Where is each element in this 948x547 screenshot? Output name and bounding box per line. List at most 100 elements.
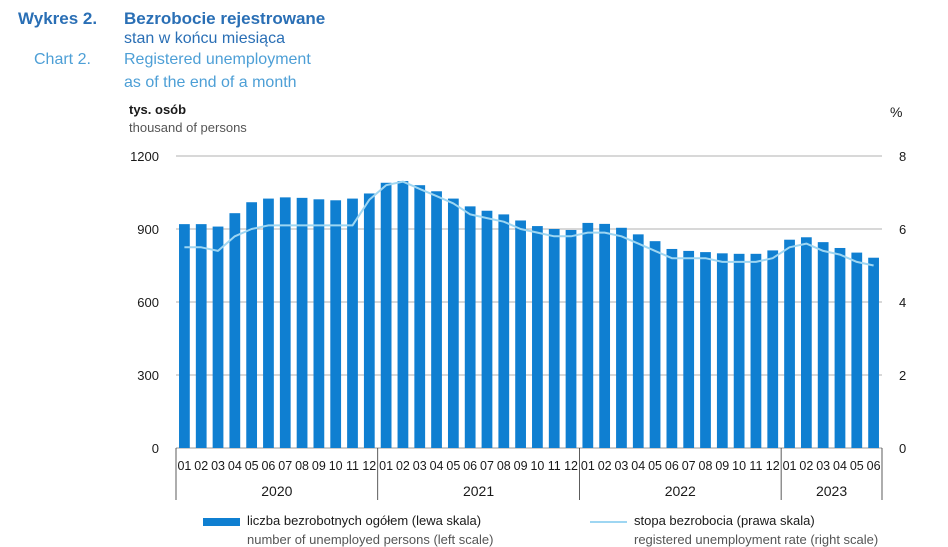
y-right-tick-label: 2 (899, 368, 906, 383)
bar (532, 226, 543, 448)
y-left-tick-label: 600 (137, 295, 159, 310)
bar (363, 193, 375, 448)
bar (851, 252, 863, 448)
x-month-tick-label: 06 (665, 459, 679, 473)
y-right-tick-label: 6 (899, 222, 906, 237)
bar (784, 239, 795, 448)
y-left-unit-en: thousand of persons (129, 120, 247, 135)
chart-number-pl: Wykres 2. (18, 9, 98, 28)
legend-bar-label-en: number of unemployed persons (left scale… (247, 532, 494, 547)
y-right-tick-label: 8 (899, 149, 906, 164)
chart-title-en: Registered unemployment (124, 51, 311, 68)
bar (279, 197, 291, 448)
bar (464, 206, 476, 448)
legend-line-label-en: registered unemployment rate (right scal… (634, 532, 879, 547)
x-month-tick-label: 08 (699, 459, 713, 473)
legend-line-entry: stopa bezrobocia (prawa skala) registere… (634, 513, 878, 547)
bar (817, 242, 829, 448)
x-month-tick-label: 01 (379, 459, 393, 473)
x-month-tick-label: 12 (362, 459, 376, 473)
y-left-tick-label: 1200 (130, 149, 159, 164)
y-right-tick-label: 4 (899, 295, 906, 310)
chart-number-en: Chart 2. (34, 51, 91, 68)
bar (548, 229, 560, 448)
y-right-tick-label: 0 (899, 441, 906, 456)
x-month-tick-label: 05 (446, 459, 460, 473)
chart-subtitle-en: as of the end of a month (124, 74, 297, 91)
bar (834, 247, 846, 448)
x-month-tick-label: 06 (261, 459, 275, 473)
bar (683, 250, 695, 448)
bar (246, 202, 258, 448)
x-month-tick-label: 03 (211, 459, 225, 473)
x-month-tick-label: 04 (833, 459, 847, 473)
bar (313, 199, 325, 448)
line-series (184, 180, 874, 267)
bar (296, 197, 308, 448)
bar (380, 182, 392, 448)
x-month-tick-label: 07 (480, 459, 494, 473)
y-right-unit: % (890, 104, 903, 120)
bar (212, 226, 224, 448)
bar (716, 253, 728, 448)
x-month-tick-label: 08 (497, 459, 511, 473)
x-year-label: 2022 (665, 483, 696, 499)
x-month-tick-label: 07 (278, 459, 292, 473)
bar (431, 191, 442, 449)
bar (666, 248, 678, 448)
x-year-label: 2021 (463, 483, 494, 499)
x-month-tick-label: 11 (749, 459, 762, 473)
x-month-tick-label: 04 (228, 459, 242, 473)
x-month-tick-label: 05 (850, 459, 864, 473)
legend-line-swatch (590, 521, 627, 523)
x-month-tick-label: 12 (766, 459, 780, 473)
bar (347, 198, 358, 448)
x-month-tick-label: 04 (631, 459, 645, 473)
x-month-tick-label: 08 (295, 459, 309, 473)
x-month-tick-label: 10 (530, 459, 544, 473)
bar (733, 253, 745, 448)
x-month-tick-label: 03 (614, 459, 628, 473)
legend-line-label-pl: stopa bezrobocia (prawa skala) (634, 513, 815, 528)
bar (700, 252, 711, 448)
bar (229, 213, 241, 448)
bar (179, 224, 190, 448)
x-month-tick-label: 06 (867, 459, 881, 473)
x-month-tick-label: 05 (648, 459, 662, 473)
x-month-tick-label: 02 (194, 459, 208, 473)
bar (599, 223, 611, 448)
bar (632, 234, 644, 448)
x-month-tick-label: 01 (581, 459, 595, 473)
x-month-tick-label: 01 (177, 459, 191, 473)
bar (447, 198, 459, 448)
legend-bar-entry: liczba bezrobotnych ogółem (lewa skala) … (247, 513, 493, 547)
x-month-tick-label: 11 (346, 459, 359, 473)
x-month-tick-label: 02 (598, 459, 612, 473)
bar (498, 214, 510, 448)
y-left-tick-label: 300 (137, 368, 159, 383)
x-year-label: 2023 (816, 483, 847, 499)
x-month-tick-label: 09 (715, 459, 729, 473)
y-left-tick-label: 0 (152, 441, 159, 456)
bar (750, 253, 762, 448)
gridlines (176, 155, 882, 449)
legend-bar-label-pl: liczba bezrobotnych ogółem (lewa skala) (247, 513, 482, 528)
bar (414, 185, 426, 448)
chart-title-pl: Bezrobocie rejestrowane (124, 9, 326, 28)
bar (800, 237, 812, 448)
x-month-tick-label: 07 (682, 459, 696, 473)
bar (565, 229, 577, 448)
y-left-tick-label: 900 (137, 222, 159, 237)
bar (195, 224, 207, 448)
x-month-tick-label: 02 (799, 459, 813, 473)
x-month-tick-label: 03 (816, 459, 830, 473)
x-year-label: 2020 (261, 483, 292, 499)
bar (481, 210, 493, 448)
x-month-tick-label: 05 (245, 459, 259, 473)
bar (649, 241, 661, 448)
bar (767, 250, 779, 448)
chart-subtitle-pl: stan w końcu miesiąca (124, 30, 285, 47)
x-month-tick-label: 12 (564, 459, 578, 473)
